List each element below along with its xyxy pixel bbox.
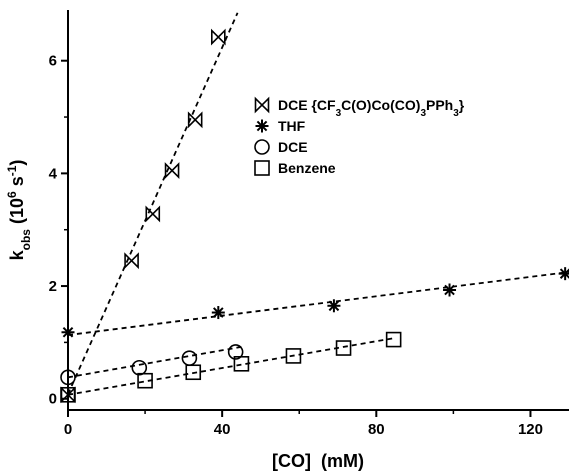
legend-item: Benzene xyxy=(254,160,336,176)
y-tick-label: 0 xyxy=(49,391,57,408)
x-axis-title: [CO] (mM) xyxy=(272,451,364,471)
marker-star-series-1 xyxy=(211,306,225,320)
marker-bowtie-series-0 xyxy=(145,205,161,223)
marker-circle-series-2 xyxy=(60,369,76,386)
marker-square-series-3 xyxy=(233,356,250,372)
axes: 0 40 80 120 0 2 4 6 xyxy=(49,10,569,438)
marker-square-series-3 xyxy=(60,386,76,403)
marker-bowtie-series-0 xyxy=(187,111,203,129)
y-tick-label: 2 xyxy=(49,278,57,295)
marker-star-series-1 xyxy=(327,299,341,313)
marker-circle-series-2 xyxy=(131,359,148,376)
legend-label: DCE {CF3C(O)Co(CO)3PPh3} xyxy=(278,97,465,119)
legend-label: DCE xyxy=(278,139,308,155)
fit-line-series-0 xyxy=(67,12,239,395)
marker-star-series-1 xyxy=(61,325,75,339)
y-tick-label: 6 xyxy=(49,53,57,70)
marker-square-series-3 xyxy=(285,348,302,364)
legend: DCE {CF3C(O)Co(CO)3PPh3}THF DCE Benzene xyxy=(254,96,465,176)
x-tick-label: 0 xyxy=(64,421,72,438)
legend-marker-bowtie xyxy=(254,96,270,114)
fit-line-series-3 xyxy=(67,337,396,396)
marker-circle-series-2 xyxy=(227,344,244,360)
marker-star-series-1 xyxy=(443,283,457,297)
fit-lines xyxy=(67,12,569,396)
axis-labels: [CO] (mM) kobs (106 s-1) xyxy=(5,160,364,471)
marker-star-series-1 xyxy=(558,267,569,281)
marker-bowtie-series-0 xyxy=(211,28,226,46)
legend-item: DCE xyxy=(254,139,308,155)
marker-square-series-3 xyxy=(185,364,202,381)
marker-square-series-3 xyxy=(385,331,402,348)
legend-label: THF xyxy=(278,118,306,134)
legend-item: DCE {CF3C(O)Co(CO)3PPh3} xyxy=(254,96,465,119)
fit-line-series-1 xyxy=(67,271,569,336)
legend-label: Benzene xyxy=(278,160,336,176)
data-markers xyxy=(60,28,569,404)
legend-item: THF xyxy=(255,118,306,134)
marker-bowtie-series-0 xyxy=(124,252,139,270)
legend-marker-star xyxy=(255,119,269,133)
marker-square-series-3 xyxy=(137,372,153,389)
legend-marker-circle xyxy=(254,139,270,155)
marker-circle-series-2 xyxy=(181,350,198,366)
x-tick-label: 40 xyxy=(214,421,231,438)
y-tick-label: 4 xyxy=(49,165,58,182)
y-axis-title: kobs (106 s-1) xyxy=(5,160,33,261)
x-tick-label: 80 xyxy=(368,421,385,438)
x-tick-label: 120 xyxy=(518,421,543,438)
marker-square-series-3 xyxy=(335,340,352,356)
fit-line-series-2 xyxy=(67,346,242,379)
legend-marker-square xyxy=(254,160,270,176)
marker-bowtie-series-0 xyxy=(164,162,180,179)
